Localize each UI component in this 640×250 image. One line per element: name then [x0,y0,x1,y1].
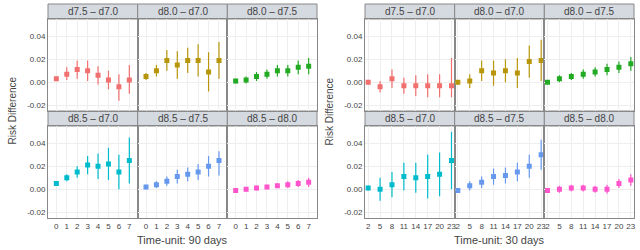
svg-text:2: 2 [366,222,371,231]
svg-text:2: 2 [165,222,170,231]
svg-text:0.00: 0.00 [347,78,363,87]
svg-text:20: 20 [435,222,444,231]
svg-text:4: 4 [185,222,190,231]
svg-text:0.02: 0.02 [30,55,46,64]
svg-text:2: 2 [254,222,259,231]
svg-text:14: 14 [411,222,420,231]
svg-text:17: 17 [513,222,522,231]
svg-text:6: 6 [117,222,122,231]
svg-text:11: 11 [489,222,498,231]
svg-text:1: 1 [65,222,70,231]
svg-text:23: 23 [447,222,456,231]
svg-text:d8.5 – d7.5: d8.5 – d7.5 [158,113,208,124]
svg-text:Time-unit: 90 days: Time-unit: 90 days [137,234,228,246]
svg-text:5: 5 [378,222,383,231]
svg-text:0.02: 0.02 [347,55,363,64]
svg-text:2: 2 [456,222,461,231]
svg-text:3: 3 [175,222,180,231]
svg-text:8: 8 [569,222,574,231]
svg-text:2: 2 [545,222,550,231]
svg-text:7: 7 [127,222,132,231]
svg-text:17: 17 [423,222,432,231]
svg-text:5: 5 [286,222,291,231]
svg-text:d8.5 – d7.0: d8.5 – d7.0 [68,113,118,124]
svg-text:0.04: 0.04 [30,32,46,41]
svg-text:d8.5 – d8.0: d8.5 – d8.0 [247,113,297,124]
svg-text:0.02: 0.02 [347,162,363,171]
svg-text:0.02: 0.02 [30,162,46,171]
svg-text:0: 0 [144,222,149,231]
svg-text:Risk Difference: Risk Difference [324,77,335,145]
svg-text:0.00: 0.00 [30,185,46,194]
svg-text:0: 0 [233,222,238,231]
svg-text:23: 23 [537,222,546,231]
svg-text:1: 1 [244,222,249,231]
svg-text:23: 23 [626,222,635,231]
svg-text:20: 20 [614,222,623,231]
svg-text:4: 4 [96,222,101,231]
svg-text:3: 3 [265,222,270,231]
svg-text:7: 7 [306,222,311,231]
svg-text:d8.5 – d8.0: d8.5 – d8.0 [564,113,614,124]
svg-text:-0.02: -0.02 [344,208,363,217]
svg-text:5: 5 [557,222,562,231]
svg-text:6: 6 [206,222,211,231]
svg-text:-0.02: -0.02 [27,101,46,110]
svg-text:1: 1 [154,222,159,231]
svg-text:Risk Difference: Risk Difference [7,76,18,144]
svg-text:17: 17 [603,222,612,231]
svg-text:d8.0 – d7.5: d8.0 – d7.5 [247,6,297,17]
svg-text:7: 7 [217,222,222,231]
svg-text:2: 2 [75,222,80,231]
svg-text:5: 5 [468,222,473,231]
svg-text:d7.5 – d7.0: d7.5 – d7.0 [385,6,435,17]
svg-text:d8.5 – d7.0: d8.5 – d7.0 [385,113,435,124]
svg-text:-0.02: -0.02 [344,101,363,110]
svg-text:Time-unit: 30 days: Time-unit: 30 days [454,234,545,246]
svg-text:d8.0 – d7.0: d8.0 – d7.0 [474,6,524,17]
svg-text:11: 11 [579,222,588,231]
svg-text:14: 14 [501,222,510,231]
svg-text:d8.5 – d7.5: d8.5 – d7.5 [474,113,524,124]
svg-text:5: 5 [196,222,201,231]
svg-text:4: 4 [275,222,280,231]
svg-text:d8.0 – d7.0: d8.0 – d7.0 [158,6,208,17]
svg-text:11: 11 [400,222,409,231]
svg-text:8: 8 [390,222,395,231]
svg-text:0.04: 0.04 [347,32,363,41]
svg-text:0.04: 0.04 [347,139,363,148]
svg-text:8: 8 [479,222,484,231]
svg-text:d8.0 – d7.5: d8.0 – d7.5 [564,6,614,17]
svg-text:-0.02: -0.02 [27,208,46,217]
svg-text:5: 5 [106,222,111,231]
svg-text:14: 14 [591,222,600,231]
svg-text:d7.5 – d7.0: d7.5 – d7.0 [68,6,118,17]
svg-text:20: 20 [525,222,534,231]
svg-text:0.00: 0.00 [30,78,46,87]
svg-text:6: 6 [296,222,301,231]
svg-text:0.00: 0.00 [347,185,363,194]
svg-text:0.04: 0.04 [30,139,46,148]
svg-text:0: 0 [54,222,59,231]
svg-text:3: 3 [85,222,90,231]
